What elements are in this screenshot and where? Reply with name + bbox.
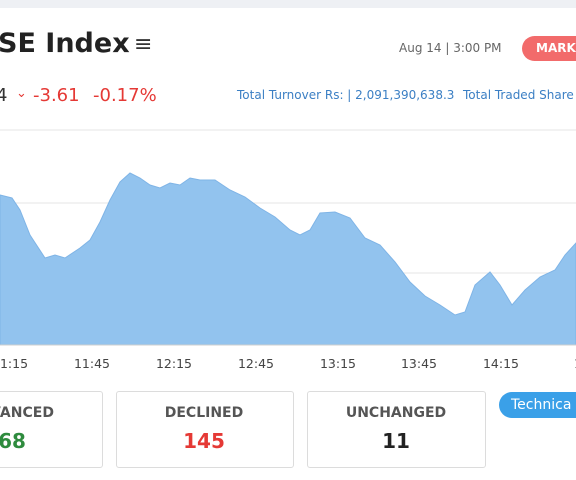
x-tick-label: 13:15 (319, 356, 357, 371)
card-label: DECLINED (164, 405, 244, 421)
top-strip (0, 0, 576, 8)
card-label: UNCHANGED (345, 405, 447, 421)
market-status-button[interactable]: MARKE (522, 36, 576, 61)
x-tick-label: 14:15 (482, 356, 520, 371)
x-tick-label: 13:45 (400, 356, 438, 371)
turnover: Total Turnover Rs: | 2,091,390,638.3 (237, 88, 455, 102)
card-label: VANCED (0, 405, 54, 421)
card-value: 145 (183, 429, 225, 453)
x-tick-label: 1:15 (0, 356, 29, 371)
menu-icon[interactable]: ≡ (134, 32, 153, 57)
card-value: 68 (0, 429, 26, 453)
last-value: 4 (0, 85, 8, 106)
advanced-card (0, 391, 103, 468)
card-value: 11 (382, 429, 410, 453)
change-percent: -0.17% (93, 85, 157, 106)
change: -3.61 (33, 85, 80, 106)
unchanged-card (307, 391, 486, 468)
price-area (0, 172, 576, 346)
x-tick-label: 12:15 (155, 356, 193, 371)
datetime: Aug 14 | 3:00 PM (399, 41, 502, 55)
index-chart (0, 129, 576, 346)
declined-card (116, 391, 294, 468)
x-tick-label: 11:45 (73, 356, 111, 371)
down-icon: ⌄ (16, 86, 27, 101)
traded-shares: Total Traded Share (463, 88, 574, 102)
x-tick-label: 12:45 (237, 356, 275, 371)
index-title: SE Index (0, 28, 130, 59)
technical-button[interactable]: Technica (499, 392, 576, 418)
x-tick-label: 14 (574, 356, 576, 371)
